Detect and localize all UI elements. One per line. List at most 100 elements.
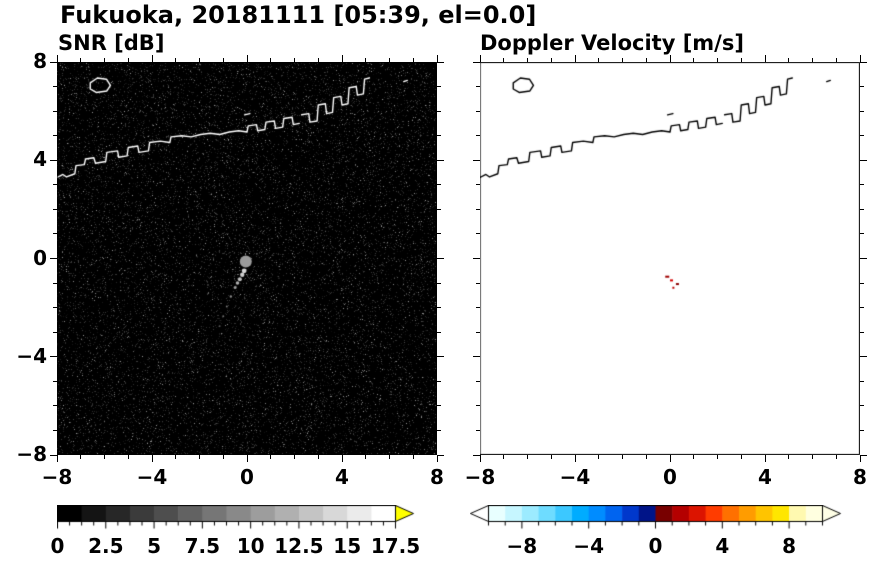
axis-tick [740,455,742,459]
axis-tick [317,58,319,62]
velocity-panel-title: Doppler Velocity [m/s] [480,31,744,55]
axis-tick [788,455,790,459]
axis-tick [246,455,248,462]
axis-tick [437,233,441,235]
axis-tick [317,455,319,459]
axis-tick [476,405,480,407]
axis-tick [503,58,505,62]
axis-tick [527,455,528,459]
colorbar-tick-label: −4 [573,534,605,558]
axis-tick [622,58,623,62]
y-tick-label: 4 [33,147,47,172]
colorbar-tick-label: 0 [648,534,663,558]
axis-tick [479,455,481,462]
axis-tick [835,455,837,459]
axis-tick [860,307,864,309]
axis-tick [437,159,444,161]
axis-tick [693,455,695,459]
axis-tick [860,380,864,382]
axis-tick [860,110,864,112]
y-tick-label: 8 [33,49,47,73]
axis-tick [50,454,57,456]
axis-tick [574,55,576,62]
axis-tick [860,356,867,358]
axis-tick [437,356,444,358]
axis-tick [199,455,200,459]
axis-tick [53,282,57,284]
axis-tick [476,282,480,284]
axis-tick [127,58,129,62]
axis-tick [53,184,57,186]
axis-tick [436,455,438,462]
axis-tick [550,455,552,459]
axis-tick [503,455,505,459]
axis-tick [476,208,480,210]
axis-tick [389,58,390,62]
axis-tick [645,58,647,62]
axis-tick [473,454,480,456]
axis-tick [476,307,480,309]
x-tick-label: −4 [559,465,591,489]
axis-tick [476,331,480,333]
axis-tick [473,356,480,358]
axis-tick [151,55,153,62]
axis-tick [476,110,480,112]
axis-tick [645,455,647,459]
axis-tick [56,55,58,62]
axis-tick [199,58,200,62]
colorbar-tick-label: 17.5 [370,534,421,558]
axis-tick [476,86,480,88]
axis-tick [476,135,480,137]
axis-tick [127,455,129,459]
axis-tick [473,159,480,161]
axis-tick [246,55,248,62]
axis-tick [53,110,57,112]
y-tick-label: 0 [33,245,47,270]
axis-tick [80,58,82,62]
axis-tick [437,135,441,137]
axis-tick [476,184,480,186]
axis-tick [175,58,177,62]
axis-tick [574,455,576,462]
axis-tick [53,208,57,210]
x-tick-label: 0 [240,465,254,489]
axis-tick [437,258,444,259]
axis-tick [860,282,864,284]
axis-tick [476,429,480,431]
y-tick-label: −8 [16,442,47,466]
axis-tick [473,61,480,63]
axis-tick [437,61,444,63]
axis-tick [50,356,57,358]
axis-tick [53,86,57,88]
colorbar-tick-label: 5 [147,534,162,558]
axis-tick [412,58,414,62]
axis-tick [669,55,671,62]
axis-tick [860,331,864,333]
axis-tick [341,55,343,62]
axis-tick [50,61,57,63]
x-tick-label: 0 [663,465,677,489]
axis-tick [294,455,295,459]
axis-tick [222,58,224,62]
axis-tick [550,58,552,62]
axis-tick [437,86,441,88]
axis-tick [412,455,414,459]
colorbar-tick-label: 15 [333,534,362,558]
axis-tick [860,159,867,161]
axis-tick [341,455,343,462]
axis-tick [860,135,864,137]
axis-tick [437,110,441,112]
axis-tick [860,454,867,456]
axis-tick [717,455,718,459]
x-tick-label: −8 [41,465,73,489]
axis-tick [222,455,224,459]
doppler-velocity-plot [480,62,860,455]
snr-plot [57,62,437,455]
axis-tick [622,455,623,459]
axis-tick [53,405,57,407]
colorbar-tick-label: 4 [715,534,730,558]
snr-panel-title: SNR [dB] [58,31,165,55]
axis-tick [53,380,57,382]
axis-tick [693,58,695,62]
